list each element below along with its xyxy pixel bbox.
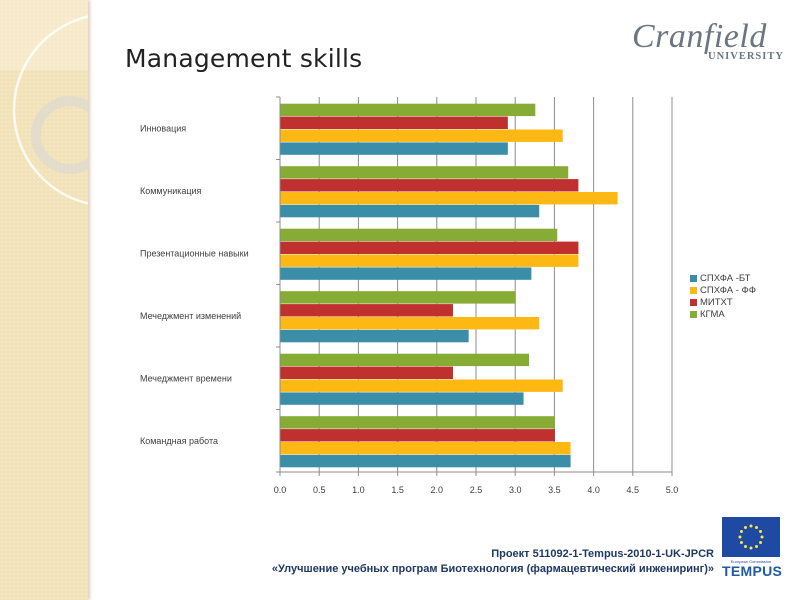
- x-tick-label: 4.0: [587, 485, 600, 495]
- category-label: Командная работа: [140, 436, 218, 446]
- legend-label: МИТХТ: [700, 296, 733, 308]
- bar: [280, 317, 540, 330]
- eu-flag-icon: [722, 517, 780, 557]
- legend-item: КГМА: [690, 308, 756, 320]
- legend-swatch: [690, 274, 697, 282]
- legend-label: СПХФА - ФФ: [700, 284, 756, 296]
- legend-label: СПХФА -БТ: [700, 272, 751, 284]
- chart-legend: СПХФА -БТ СПХФА - ФФ МИТХТ КГМА: [690, 272, 756, 320]
- x-tick-label: 0.5: [313, 485, 326, 495]
- bar: [280, 429, 555, 442]
- eu-star-icon: [755, 545, 758, 549]
- category-label: Инновация: [140, 123, 186, 133]
- tempus-subtitle: European Commission: [730, 559, 772, 564]
- eu-star-icon: [749, 546, 753, 550]
- tempus-word: TEMPUS: [722, 563, 783, 579]
- category-label: Мечеджмент времени: [140, 373, 232, 383]
- bar: [280, 442, 571, 455]
- eu-star-icon: [744, 525, 747, 529]
- bar: [280, 353, 530, 367]
- chart-axes: [276, 96, 673, 476]
- x-tick-label: 3.5: [548, 485, 561, 495]
- x-tick-label: 0.0: [274, 485, 287, 495]
- bar: [280, 392, 524, 405]
- eu-star-icon: [739, 541, 743, 544]
- legend-item: МИТХТ: [690, 296, 756, 308]
- eu-star-icon: [760, 535, 764, 539]
- bar: [280, 291, 516, 304]
- category-label: Презентационные навыки: [140, 248, 249, 258]
- x-tick-label: 3.0: [509, 485, 522, 495]
- bar: [280, 166, 569, 179]
- bar: [280, 329, 469, 343]
- bar: [280, 366, 453, 379]
- bar: [280, 304, 453, 317]
- category-labels: Инновация Коммуникация Презентационные нав…: [140, 123, 249, 446]
- bar: [280, 192, 618, 205]
- cranfield-logo: Cranfield UNIVERSITY: [632, 18, 783, 63]
- eu-star-icon: [759, 530, 763, 533]
- x-tick-label: 2.0: [431, 485, 444, 495]
- x-tick-label: 1.5: [391, 485, 404, 495]
- bar: [280, 129, 563, 142]
- bar: [280, 204, 540, 218]
- bar: [280, 379, 563, 392]
- eu-stars-icon: [738, 524, 764, 550]
- legend-swatch: [690, 298, 697, 306]
- project-footer: Проект 511092-1-Tempus-2010-1-UK-JPCR «У…: [272, 547, 714, 577]
- bar: [280, 416, 555, 429]
- bar: [280, 228, 558, 242]
- bar: [280, 179, 579, 192]
- legend-item: СПХФА -БТ: [690, 272, 756, 284]
- x-tick-label: 1.0: [352, 485, 365, 495]
- bar: [280, 267, 532, 280]
- bar: [280, 241, 579, 254]
- eu-star-icon: [755, 525, 758, 529]
- project-code: Проект 511092-1-Tempus-2010-1-UK-JPCR: [491, 548, 714, 560]
- legend-swatch: [690, 286, 697, 294]
- eu-star-icon: [738, 535, 742, 539]
- legend-label: КГМА: [700, 308, 725, 320]
- category-label: Мечеджмент изменений: [140, 311, 241, 321]
- eu-star-icon: [749, 524, 753, 528]
- x-tick-label: 5.0: [666, 485, 679, 495]
- x-tick-labels: 0.0 0.5 1.0 1.5 2.0 2.5 3.0 3.5 4.0 4.5 5.0: [274, 485, 679, 495]
- decorative-circles: [0, 0, 88, 205]
- chart-bars: [280, 103, 618, 468]
- slide-title: Management skills: [125, 44, 363, 73]
- bar: [280, 254, 579, 267]
- decorative-sidebar: [0, 0, 88, 600]
- category-label: Коммуникация: [140, 186, 202, 196]
- bar: [280, 142, 508, 155]
- eu-star-icon: [744, 545, 747, 549]
- bar: [280, 454, 571, 468]
- x-tick-label: 4.5: [627, 485, 640, 495]
- tempus-logo: European Commission TEMPUS: [722, 517, 783, 579]
- bar: [280, 103, 536, 117]
- project-title: «Улучшение учебных програм Биотехнология…: [271, 563, 714, 575]
- logo-name: Cranfield: [632, 18, 767, 55]
- chart-gridlines: [318, 97, 673, 472]
- bar: [280, 116, 508, 129]
- logo-sub: UNIVERSITY: [708, 51, 784, 62]
- x-tick-label: 2.5: [470, 485, 483, 495]
- legend-swatch: [690, 310, 697, 318]
- legend-item: СПХФА - ФФ: [690, 284, 756, 296]
- eu-star-icon: [759, 541, 763, 544]
- eu-star-icon: [739, 530, 743, 533]
